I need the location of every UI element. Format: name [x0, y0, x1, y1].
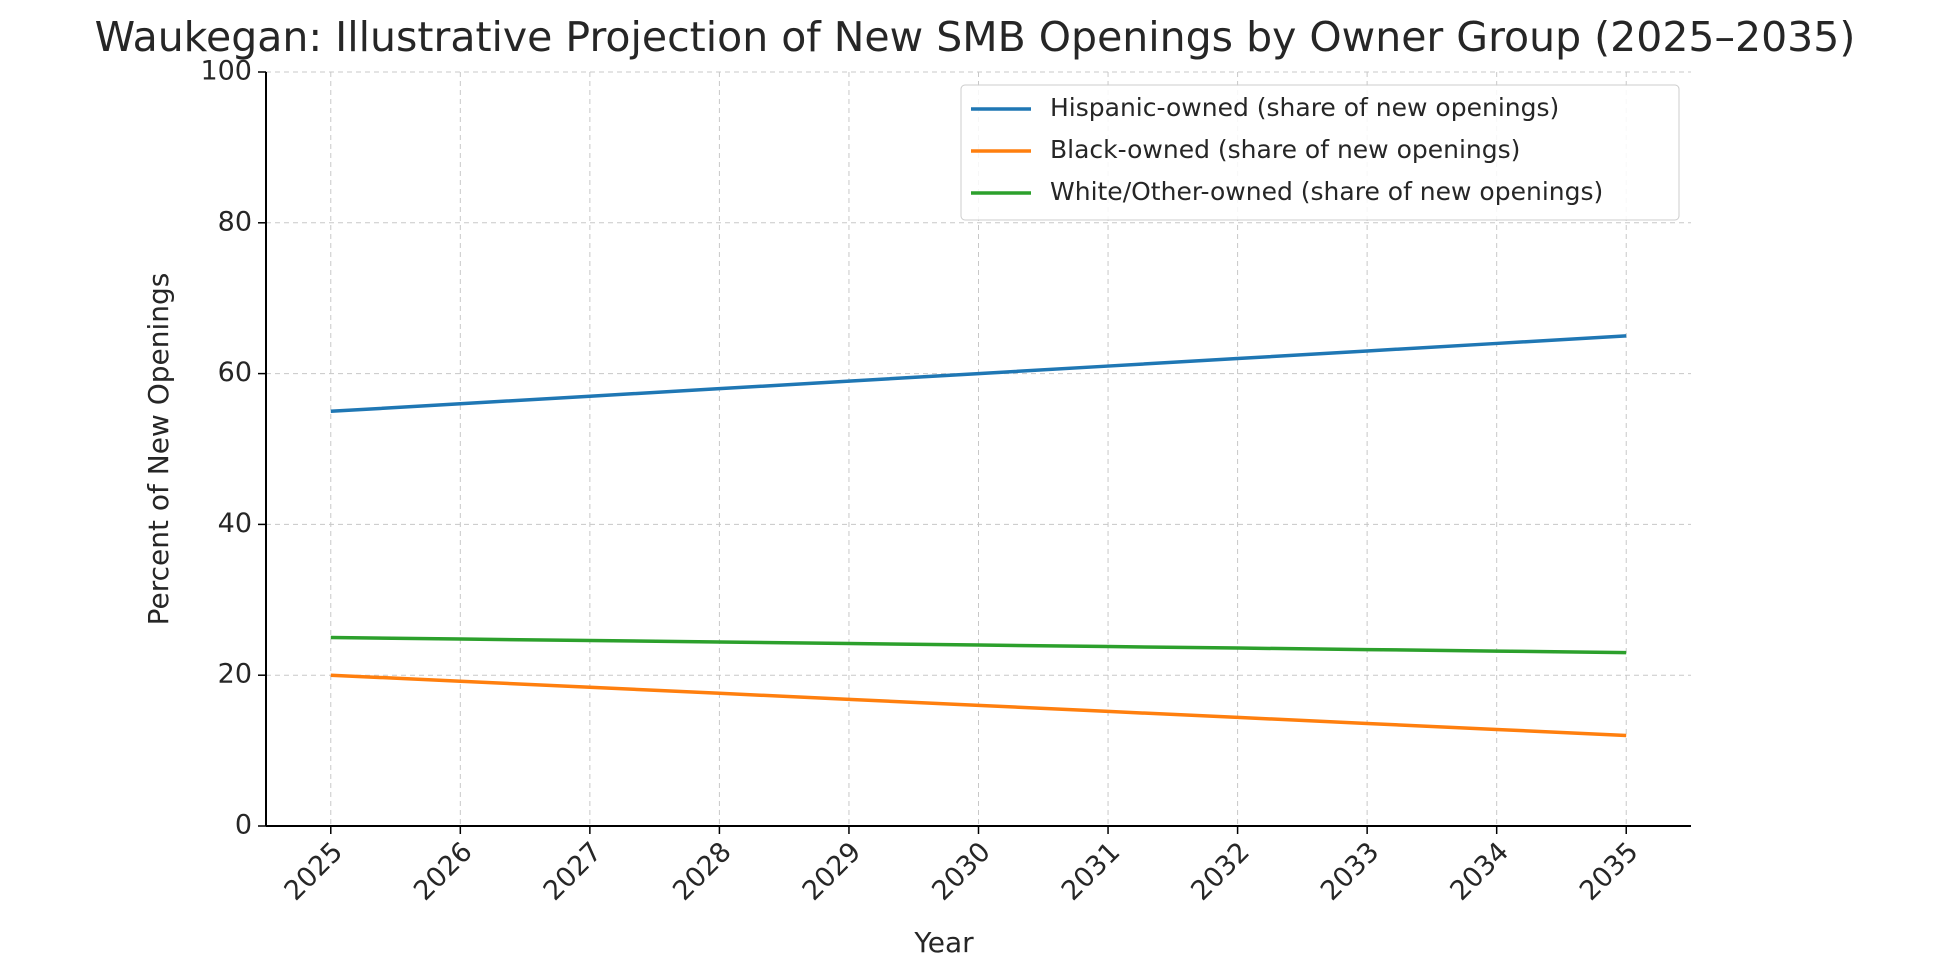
- series-line: [330, 635, 1627, 655]
- x-tick-label: 2034: [1444, 836, 1515, 907]
- chart-title: Waukegan: Illustrative Projection of New…: [95, 13, 1856, 61]
- x-tick-label: 2031: [1056, 836, 1127, 907]
- x-tick-label: 2033: [1315, 836, 1386, 907]
- legend-label: Hispanic-owned (share of new openings): [1050, 93, 1559, 122]
- series-line: [330, 334, 1627, 414]
- series-line: [330, 673, 1627, 738]
- x-tick-label: 2026: [408, 836, 479, 907]
- x-tick-label: 2035: [1574, 836, 1645, 907]
- x-tick-label: 2030: [926, 836, 997, 907]
- x-tick-label: 2028: [667, 836, 738, 907]
- y-axis-label: Percent of New Openings: [142, 273, 175, 626]
- y-tick-label: 60: [218, 357, 252, 388]
- y-tick-label: 80: [218, 206, 252, 237]
- y-tick-label: 100: [200, 56, 252, 87]
- x-tick-label: 2029: [797, 836, 868, 907]
- legend-label: Black-owned (share of new openings): [1050, 135, 1520, 164]
- x-tick-label: 2032: [1185, 836, 1256, 907]
- y-tick-label: 20: [218, 659, 252, 690]
- x-tick-label: 2025: [279, 836, 350, 907]
- y-tick-label: 0: [235, 810, 252, 841]
- y-tick-label: 40: [218, 508, 252, 539]
- x-axis-label: Year: [913, 926, 974, 959]
- legend-box: [960, 84, 1680, 221]
- legend-label: White/Other-owned (share of new openings…: [1050, 177, 1603, 206]
- x-tick-label: 2027: [538, 836, 609, 907]
